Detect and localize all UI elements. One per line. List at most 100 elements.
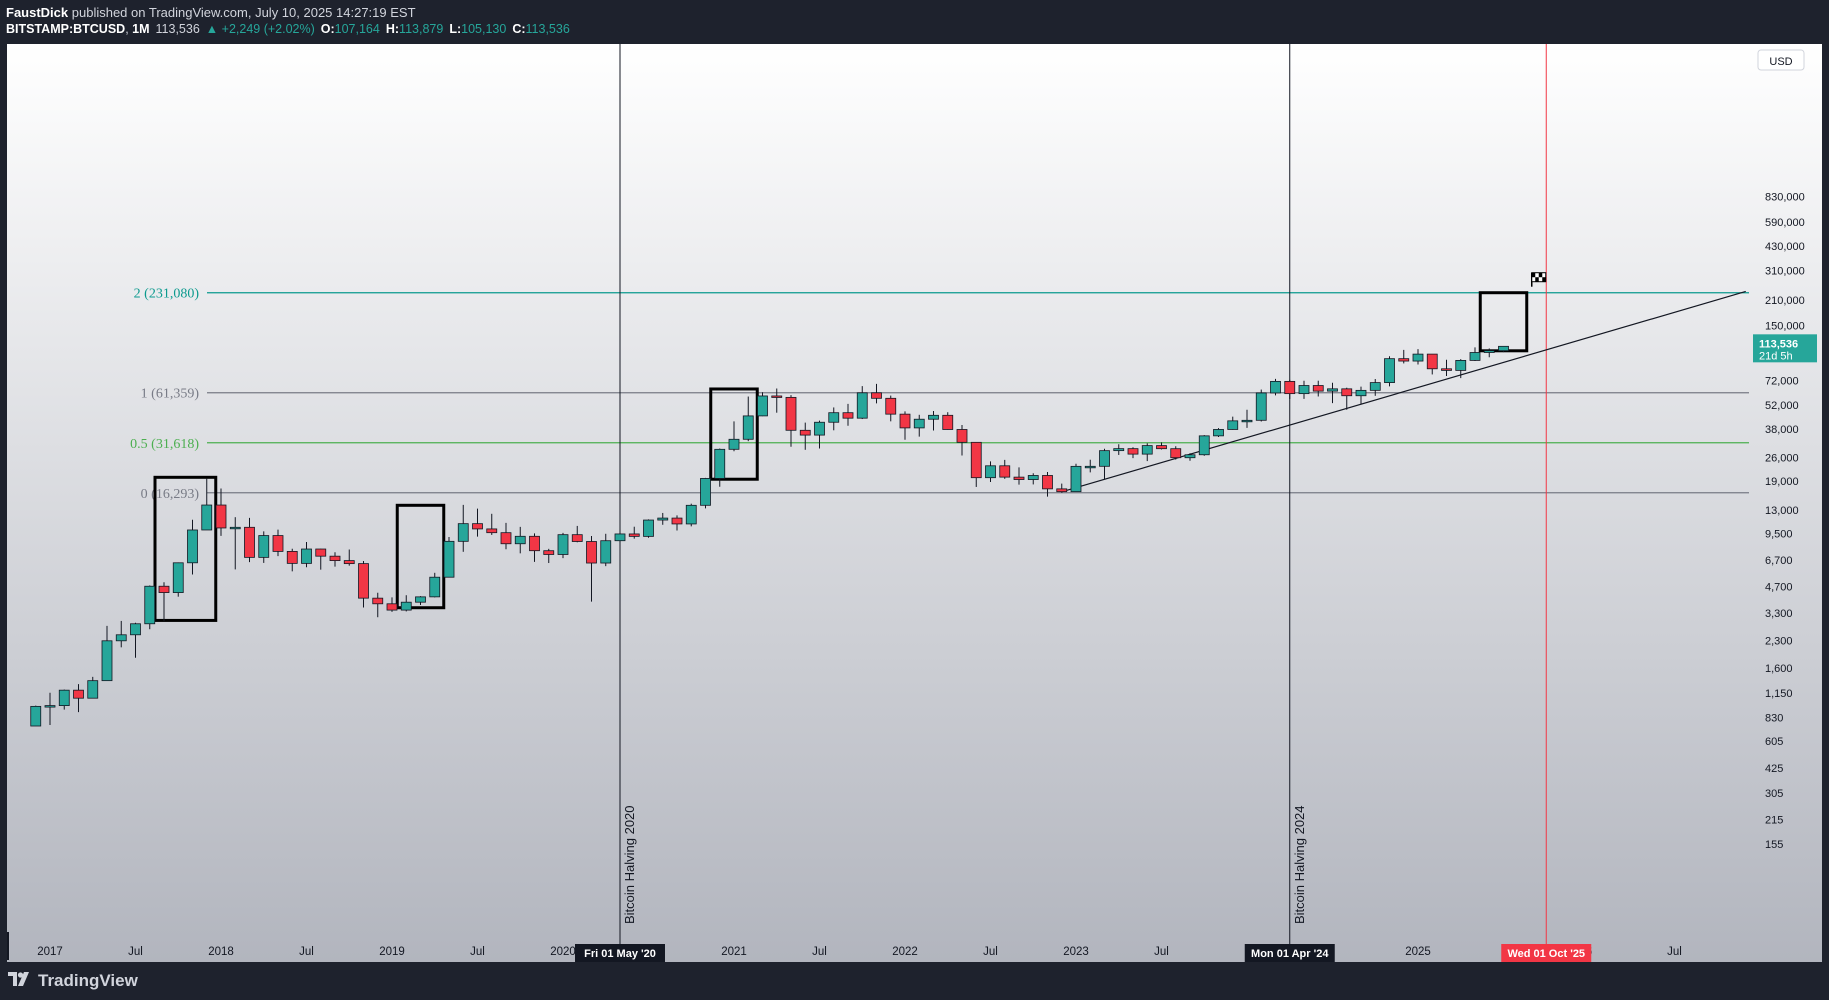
date-axis-label: Wed 01 Oct '25 [1507, 948, 1585, 960]
time-tick-label: Jul [812, 946, 827, 958]
price-tick-label: 590,000 [1765, 217, 1805, 229]
candle-body [1141, 445, 1153, 455]
price-tick-label: 6,700 [1765, 555, 1793, 567]
candle-body [1426, 353, 1438, 370]
date-axis-badge [1244, 944, 1335, 962]
time-tick-label: 2017 [37, 946, 63, 958]
interval-label[interactable]: 1M [132, 22, 150, 36]
price-tick-label: 155 [1765, 839, 1783, 851]
candle-body [73, 689, 84, 699]
currency-label: USD [1769, 56, 1792, 68]
candle-body [571, 534, 583, 542]
candle-body [44, 705, 56, 708]
publish-info: FaustDick published on TradingView.com, … [6, 5, 416, 20]
candle-body [799, 429, 811, 436]
candle-body [1441, 368, 1452, 371]
price-tick-label: 305 [1765, 788, 1783, 800]
candle-body [400, 601, 412, 611]
price-tick-label: 830 [1765, 712, 1783, 724]
candle-body [785, 396, 797, 431]
price-chart[interactable]: 2 (231,080) 1 (61,359) 0.5 (31,618) 0 (16,2… [7, 44, 1822, 962]
candle-body [1270, 380, 1281, 394]
candle-body [1327, 388, 1338, 392]
price-axis-area [1749, 44, 1822, 944]
candle-body [714, 448, 726, 479]
time-tick-label: Jul [1154, 946, 1169, 958]
date-axis-badge [575, 944, 665, 962]
axis-start-marker [7, 932, 9, 960]
price-tick-label: 13,000 [1765, 505, 1799, 517]
price-tick-label: 4,700 [1765, 582, 1793, 594]
candle-body [1369, 382, 1381, 391]
candle-body [1469, 352, 1481, 361]
candle-body [329, 555, 341, 562]
candle-body [628, 533, 640, 537]
candle-body [429, 576, 441, 598]
time-tick-label: 2018 [208, 946, 234, 958]
price-tick-label: 1,150 [1765, 688, 1793, 700]
chart-area[interactable]: 2 (231,080) 1 (61,359) 0.5 (31,618) 0 (16,2… [7, 44, 1822, 962]
candle-body [258, 535, 270, 558]
candle-body [187, 529, 198, 564]
candle-body [685, 504, 697, 525]
candle-body [614, 533, 626, 542]
checkered-flag-icon [1531, 272, 1547, 287]
candle-body [856, 392, 868, 419]
time-tick-label: Jul [299, 946, 314, 958]
fib-level-label: 0 (16,293) [141, 487, 200, 502]
candle-body [486, 528, 498, 534]
price-tick-label: 310,000 [1765, 266, 1805, 278]
candle-body [500, 532, 512, 545]
price-tick-label: 830,000 [1765, 191, 1805, 203]
price-tick-label: 9,500 [1765, 528, 1793, 540]
open-value: 107,164 [334, 22, 380, 36]
candle-body [814, 421, 825, 436]
tradingview-logo[interactable]: TradingView [8, 971, 138, 991]
candle-body [671, 517, 683, 525]
time-tick-label: Jul [128, 946, 143, 958]
publish-date: published on TradingView.com, July 10, 2… [68, 5, 416, 20]
candle-body [144, 585, 156, 625]
candle-body [1070, 465, 1082, 493]
candle-body [757, 395, 768, 417]
candle-body [472, 523, 483, 530]
flag-check [1531, 272, 1536, 278]
time-tick-label: 2021 [721, 946, 747, 958]
candle-body [942, 414, 954, 430]
price-tick-label: 38,000 [1765, 424, 1799, 436]
candle-body [1013, 476, 1025, 480]
candle-body [899, 413, 911, 429]
close-label: C: [512, 22, 526, 36]
candle-body [985, 465, 996, 479]
candle-body [1170, 448, 1182, 459]
candle-body [101, 640, 113, 682]
high-label: H: [385, 22, 400, 36]
price-tick-label: 1,600 [1765, 663, 1793, 675]
candle-body [1498, 345, 1509, 352]
candle-body [130, 623, 141, 636]
high-value: 113,879 [399, 22, 444, 36]
date-axis-label: Mon 01 Apr '24 [1251, 948, 1329, 960]
author-name[interactable]: FaustDick [6, 5, 69, 20]
price-tick-label: 26,000 [1765, 453, 1799, 465]
tradingview-logo-icon [8, 971, 32, 991]
price-tick-label: 2,300 [1765, 635, 1793, 647]
candle-body [30, 705, 42, 727]
time-tick-label: 2025 [1405, 946, 1431, 958]
candle-body [1156, 445, 1167, 450]
candle-body [229, 526, 241, 530]
candle-body [1127, 448, 1139, 455]
last-price-label: 113,536 [1759, 338, 1798, 350]
candle-body [1042, 475, 1053, 490]
candle-body [386, 603, 398, 611]
candle-body [158, 585, 170, 593]
flag-check [1535, 277, 1539, 282]
candle-body [1255, 392, 1267, 421]
candle-body [657, 517, 669, 521]
symbol-name[interactable]: BITSTAMP:BTCUSD [6, 22, 126, 36]
highlight-box [153, 475, 218, 622]
price-tick-label: 52,000 [1765, 400, 1799, 412]
price-tick-label: 430,000 [1765, 241, 1805, 253]
candle-body [771, 395, 783, 398]
candle-body [529, 535, 540, 552]
